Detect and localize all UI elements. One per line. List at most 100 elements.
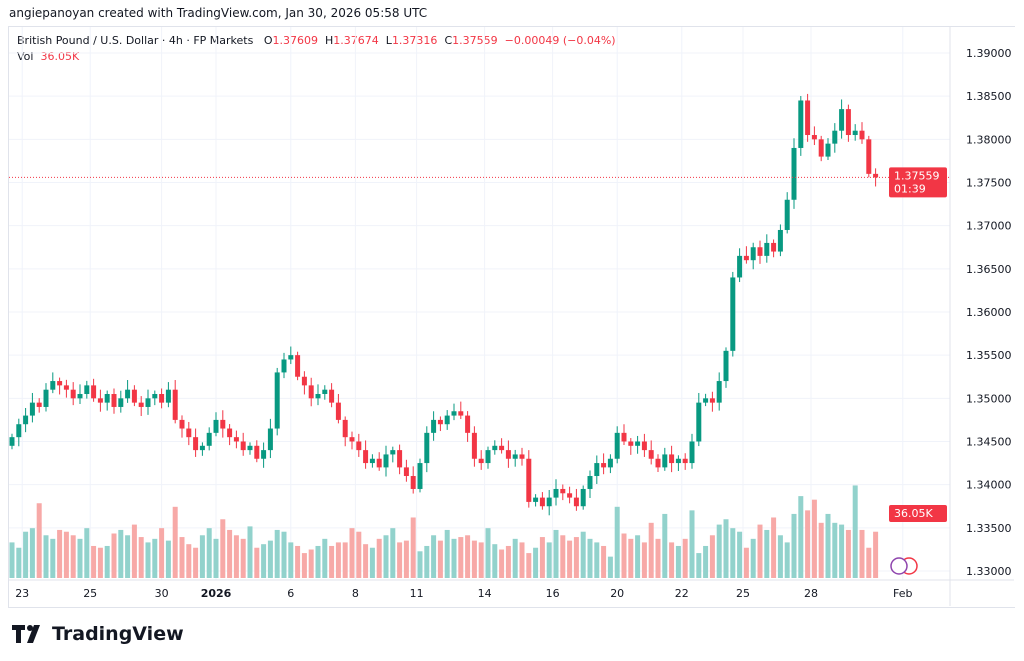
volume-tag [889,505,947,522]
chart-frame[interactable] [8,26,1015,608]
volume-bar [791,513,797,578]
volume-bar [580,531,586,578]
candle-body [315,394,321,399]
tradingview-logo[interactable]: TradingView [12,623,184,645]
volume-bar [594,542,600,578]
volume-bar [165,540,171,578]
candle-body [363,450,369,464]
volume-bar [526,553,532,578]
candle-body [295,355,301,377]
candle-body [383,454,389,468]
volume-bar [458,537,464,578]
volume-bar [573,537,579,578]
volume-bar [512,538,518,578]
y-tick-label: 1.33500 [966,522,1012,535]
volume-bar [757,524,763,578]
candle-body [723,350,729,382]
volume-bar [356,531,362,578]
volume-tag-value: 36.05K [894,507,933,520]
candle-body [118,398,124,407]
volume-bar [16,547,22,578]
price-tag [889,167,947,198]
candle-body [546,497,552,507]
volume-bar [499,549,505,578]
candle-body [743,255,749,261]
candle-body [764,242,770,256]
volume-bar [560,535,566,578]
open-value: 1.37609 [272,34,319,47]
price-tag-value: 1.37559 [894,169,940,182]
candle-body [274,372,280,429]
volume-bar [478,542,484,578]
candle-body [240,441,246,451]
y-tick-label: 1.34500 [966,435,1012,448]
volume-bar [417,551,423,578]
candle-body [839,109,845,131]
volume-bar [628,538,634,578]
x-tick-label: 16 [546,587,560,600]
candle-body [288,355,294,360]
candle-body [750,247,756,261]
volume-bar [587,538,593,578]
candle-body [873,173,879,178]
candle-body [465,415,471,433]
volume-bar [451,538,457,578]
candle-body [505,450,511,459]
volume-bar [621,533,627,578]
y-tick-label: 1.37500 [966,176,1012,189]
candle-body [791,147,797,200]
candle-body [607,458,613,468]
volume-bar [193,547,199,578]
y-tick-label: 1.34000 [966,479,1012,492]
candle-body [63,385,69,390]
candle-body [784,199,790,230]
candle-body [36,402,42,407]
volume-bar [716,524,722,578]
volume-bar [227,529,233,578]
candle-body [662,454,668,468]
volume-bar [97,547,103,578]
candle-body [730,277,736,351]
volume-bar [675,545,681,578]
volume-bar [335,542,341,578]
volume-bar [424,545,430,578]
volume-bar [301,553,307,578]
volume-bar [138,537,144,578]
volume-bar [172,506,178,578]
volume-bar [641,542,647,578]
volume-bar [471,540,477,578]
volume-bar [186,544,192,578]
volume-bar [63,531,69,578]
volume-bar [607,556,613,578]
low-label: L [385,34,392,47]
volume-bar [771,517,777,578]
candle-body [397,450,403,468]
candle-body [145,398,151,407]
volume-bar [601,545,607,578]
candle-body [845,109,851,136]
volume-bar [131,524,137,578]
x-tick-label: 20 [610,587,624,600]
candle-body [281,359,287,373]
candle-body [50,381,56,390]
volume-bar [437,540,443,578]
candle-body [267,428,273,451]
volume-bar [390,528,396,578]
volume-bar [485,528,491,578]
volume-bar [288,542,294,578]
candle-body [172,389,178,420]
candle-body [335,402,341,420]
candle-body [628,441,634,446]
x-tick-label: 30 [155,587,169,600]
candle-body [254,445,260,459]
symbol-title[interactable]: British Pound / U.S. Dollar · 4h · FP Ma… [17,34,254,47]
candle-body [539,497,545,507]
y-tick-label: 1.36000 [966,306,1012,319]
candle-body [621,432,627,442]
candle-body [356,441,362,451]
candle-body [866,139,872,174]
volume-bar [376,538,382,578]
price-tag-countdown: 01:39 [894,182,926,195]
volume-bar [873,531,879,578]
